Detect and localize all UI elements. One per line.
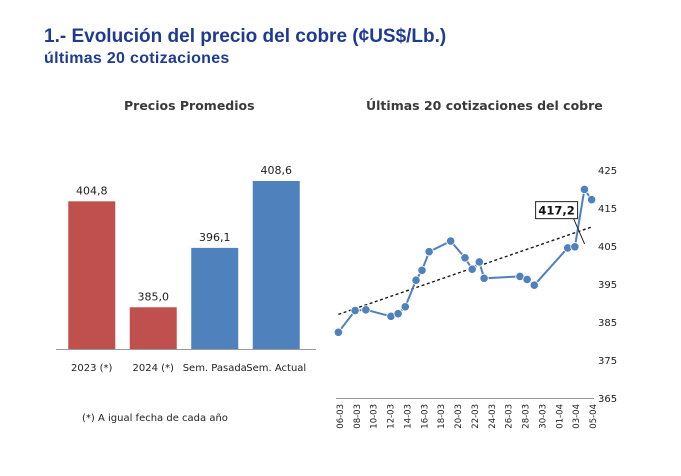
trend-line: [338, 226, 592, 316]
bar-category-label-3: Sem. Actual: [246, 363, 306, 374]
y-tick-label-3: 395: [598, 280, 617, 291]
bar-value-label-2: 396,1: [199, 231, 231, 244]
data-point-13: [479, 273, 489, 283]
y-tick-label-5: 415: [598, 204, 617, 215]
y-tick-label-4: 405: [598, 242, 617, 253]
y-tick-label-1: 375: [598, 356, 617, 367]
data-point-5: [400, 302, 410, 312]
data-point-12: [474, 257, 484, 267]
bar-value-label-3: 408,6: [261, 164, 293, 177]
data-point-11: [467, 264, 477, 274]
data-point-18: [570, 242, 580, 252]
x-tick-label-4: 14-03: [403, 404, 413, 429]
x-tick-label-11: 28-03: [522, 404, 532, 429]
y-tick-label-2: 385: [598, 318, 617, 329]
bar-category-label-0: 2023 (*): [71, 363, 113, 374]
bar-value-label-1: 385,0: [138, 290, 170, 303]
x-tick-label-9: 24-03: [488, 404, 498, 429]
data-point-16: [529, 280, 539, 290]
x-tick-label-1: 08-03: [353, 404, 363, 429]
bar-1: [129, 307, 177, 349]
y-tick-label-6: 425: [598, 166, 617, 177]
data-point-19: [579, 184, 590, 194]
bar-3: [252, 181, 300, 349]
data-point-10: [460, 253, 470, 263]
bar-0: [68, 201, 116, 349]
data-point-20: [587, 195, 597, 205]
x-tick-label-10: 26-03: [505, 404, 515, 429]
x-tick-label-15: 05-04: [589, 404, 599, 429]
bar-category-label-2: Sem. Pasada: [183, 363, 247, 374]
x-tick-label-6: 18-03: [437, 404, 447, 429]
data-point-4: [393, 309, 403, 319]
x-tick-label-12: 30-03: [538, 404, 548, 429]
bar-chart-title: Precios Promedios: [124, 98, 255, 113]
x-tick-label-13: 01-04: [555, 404, 565, 429]
callout-leader-line: [573, 218, 586, 245]
page-subtitle: últimas 20 cotizaciones: [44, 50, 230, 67]
callout-box: [535, 201, 579, 220]
bar-chart: 404,8 2023 (*) 385,0 2024 (*) 396,1 Sem. Pasa…: [56, 164, 316, 374]
callout-label: 417,2: [538, 204, 574, 218]
x-tick-label-14: 03-04: [572, 404, 582, 429]
x-tick-label-8: 22-03: [471, 404, 481, 429]
line-chart: 365 375 385 395 405 415 425 06-03 08-03 10-03 12-0…: [333, 166, 617, 429]
page-title: 1.- Evolución del precio del cobre (¢US$…: [44, 26, 447, 47]
x-tick-label-2: 10-03: [370, 404, 380, 429]
bar-2: [191, 247, 239, 349]
x-tick-label-5: 16-03: [420, 404, 430, 429]
bar-category-label-1: 2024 (*): [133, 363, 175, 374]
data-point-1: [350, 306, 360, 316]
data-point-15: [522, 274, 532, 285]
data-point-2: [361, 305, 371, 315]
bar-chart-footnote: (*) A igual fecha de cada año: [82, 413, 228, 424]
y-tick-label-0: 365: [598, 394, 617, 405]
line-chart-title: Últimas 20 cotizaciones del cobre: [366, 98, 603, 113]
x-tick-label-0: 06-03: [336, 404, 346, 429]
x-tick-label-3: 12-03: [387, 404, 397, 429]
bar-value-label-0: 404,8: [76, 184, 108, 197]
data-point-7: [417, 265, 427, 275]
data-point-6: [411, 275, 421, 285]
data-point-9: [446, 236, 456, 246]
x-tick-label-7: 20-03: [454, 404, 464, 429]
data-point-8: [424, 247, 434, 257]
data-point-0: [333, 327, 343, 337]
